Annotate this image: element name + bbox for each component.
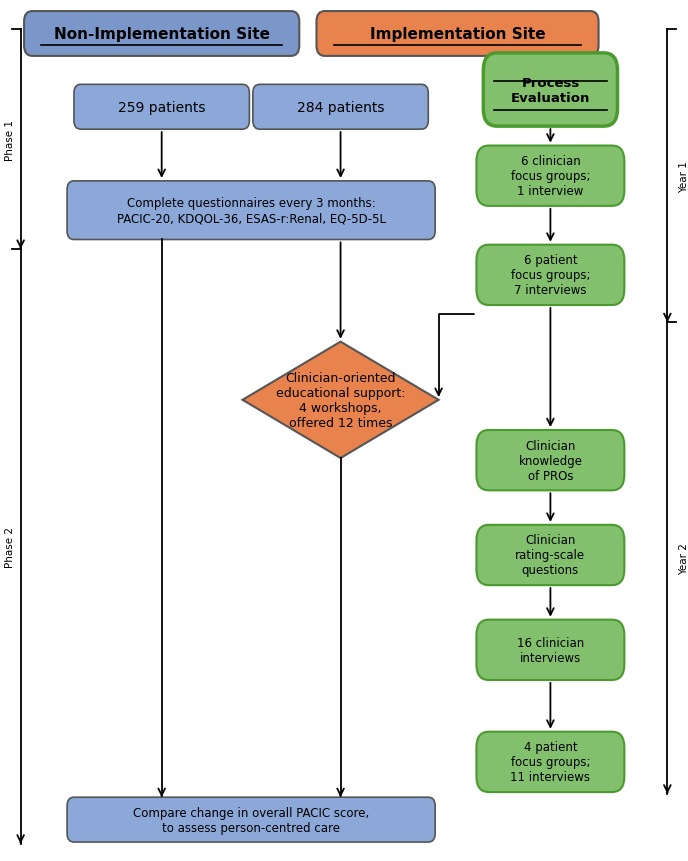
FancyBboxPatch shape [476, 525, 625, 585]
Text: Phase 1: Phase 1 [5, 120, 14, 160]
Text: Non-Implementation Site: Non-Implementation Site [54, 27, 270, 42]
FancyBboxPatch shape [476, 245, 625, 306]
FancyBboxPatch shape [316, 12, 599, 57]
FancyBboxPatch shape [74, 85, 249, 130]
Text: Complete questionnaires every 3 months:
PACIC-20, KDQOL-36, ESAS-r:Renal, EQ-5D-: Complete questionnaires every 3 months: … [117, 197, 385, 225]
FancyBboxPatch shape [67, 797, 436, 842]
Text: Clinician
knowledge
of PROs: Clinician knowledge of PROs [518, 439, 583, 482]
FancyBboxPatch shape [253, 85, 428, 130]
FancyBboxPatch shape [476, 430, 625, 491]
FancyBboxPatch shape [476, 732, 625, 792]
Text: 259 patients: 259 patients [118, 101, 206, 115]
Text: Year 2: Year 2 [679, 542, 688, 574]
FancyBboxPatch shape [24, 12, 299, 57]
Polygon shape [243, 342, 439, 458]
Text: 6 clinician
focus groups;
1 interview: 6 clinician focus groups; 1 interview [510, 155, 590, 198]
Text: 16 clinician
interviews: 16 clinician interviews [517, 636, 584, 664]
Text: 6 patient
focus groups;
7 interviews: 6 patient focus groups; 7 interviews [510, 254, 590, 297]
Text: Clinician-oriented
educational support:
4 workshops,
offered 12 times: Clinician-oriented educational support: … [276, 371, 405, 430]
Text: Implementation Site: Implementation Site [369, 27, 546, 42]
Text: Phase 2: Phase 2 [5, 526, 14, 567]
FancyBboxPatch shape [476, 620, 625, 680]
Text: 284 patients: 284 patients [297, 101, 385, 115]
FancyBboxPatch shape [476, 146, 625, 207]
Text: Clinician
rating-scale
questions: Clinician rating-scale questions [515, 534, 585, 577]
FancyBboxPatch shape [67, 182, 436, 240]
Text: 4 patient
focus groups;
11 interviews: 4 patient focus groups; 11 interviews [510, 740, 590, 784]
Text: Compare change in overall PACIC score,
to assess person-centred care: Compare change in overall PACIC score, t… [133, 806, 369, 833]
FancyBboxPatch shape [483, 53, 618, 127]
Text: Process
Evaluation: Process Evaluation [510, 77, 590, 104]
Text: Year 1: Year 1 [679, 161, 688, 192]
